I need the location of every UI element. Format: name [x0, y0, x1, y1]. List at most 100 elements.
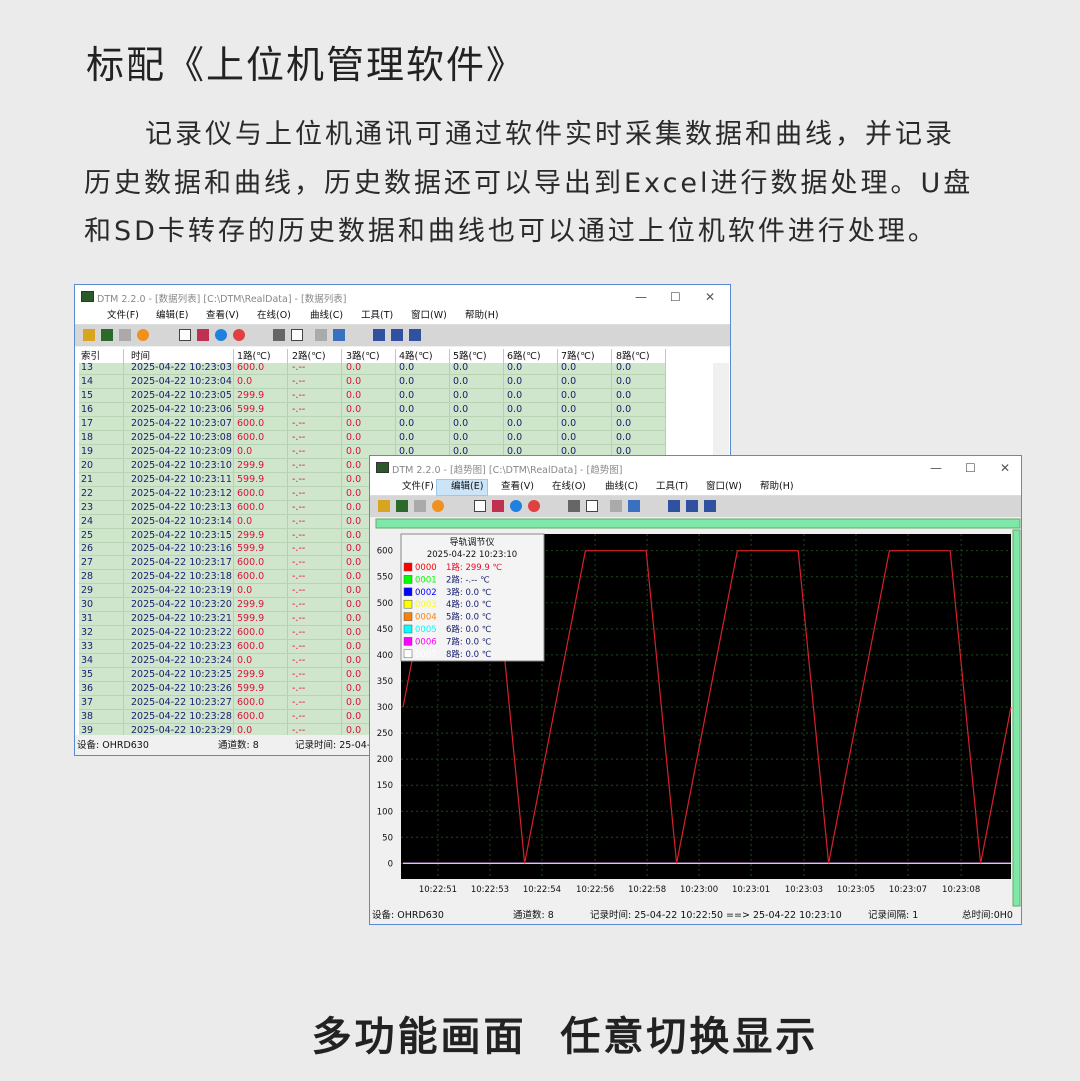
cell: 2025-04-22 10:23:29: [131, 724, 232, 736]
tool-icon[interactable]: [628, 500, 640, 512]
maximize[interactable]: ☐: [670, 290, 681, 304]
status-text: 设备: OHRD630: [372, 910, 444, 921]
legend-title: 导轨调节仪: [449, 536, 494, 548]
tool-icon[interactable]: [610, 500, 622, 512]
menu-item[interactable]: 窗口(W): [411, 310, 447, 321]
scroll-strip[interactable]: [1012, 529, 1021, 907]
menu-item[interactable]: 查看(V): [501, 481, 534, 492]
tool-icon[interactable]: [409, 329, 421, 341]
tool-icon[interactable]: [315, 329, 327, 341]
minimize[interactable]: —: [930, 461, 942, 475]
tool-icon[interactable]: [233, 329, 245, 341]
cell: 2025-04-22 10:23:19: [131, 585, 232, 597]
tool-icon[interactable]: [378, 500, 390, 512]
tool-icon[interactable]: [528, 500, 540, 512]
legend-label: 1路: 299.9 ℃: [446, 562, 503, 573]
tool-icon[interactable]: [291, 329, 303, 341]
x-tick-label: 10:23:03: [785, 885, 823, 895]
cell: 0.0: [346, 613, 362, 625]
menu-bar: 文件(F) 编辑(E) 查看(V) 在线(O) 曲线(C) 工具(T) 窗口(W) 帮助(H): [370, 479, 1021, 496]
tool-icon[interactable]: [391, 329, 403, 341]
toolbar: [75, 325, 730, 346]
tool-icon[interactable]: [101, 329, 113, 341]
cell: 31: [81, 613, 94, 625]
tool-icon[interactable]: [414, 500, 426, 512]
tool-icon[interactable]: [668, 500, 680, 512]
maximize[interactable]: ☐: [965, 461, 976, 475]
cell: -.--: [292, 459, 306, 471]
tool-icon[interactable]: [197, 329, 209, 341]
tool-icon[interactable]: [568, 500, 580, 512]
cell: 20: [81, 459, 94, 471]
cell: 2025-04-22 10:23:15: [131, 529, 232, 541]
menu-item[interactable]: 编辑(E): [451, 481, 484, 492]
menu-item[interactable]: 文件(F): [107, 310, 139, 321]
legend-label: 6路: 0.0 ℃: [446, 624, 492, 635]
cell: -.--: [292, 487, 306, 499]
cell: -.--: [292, 683, 306, 695]
menu-item[interactable]: 工具(T): [361, 310, 394, 321]
cell: 0.0: [616, 375, 632, 387]
scroll-strip[interactable]: [375, 518, 1021, 529]
tool-icon[interactable]: [83, 329, 95, 341]
tool-icon[interactable]: [586, 500, 598, 512]
menu-item[interactable]: 编辑(E): [156, 310, 189, 321]
close[interactable]: ✕: [705, 290, 716, 304]
cell: 2025-04-22 10:23:25: [131, 669, 232, 681]
cell: 0.0: [346, 585, 362, 597]
cell: 599.9: [237, 683, 265, 695]
tool-icon[interactable]: [373, 329, 385, 341]
menu-item[interactable]: 文件(F): [402, 481, 434, 492]
menu-item[interactable]: 帮助(H): [760, 481, 794, 492]
tool-icon[interactable]: [432, 500, 444, 512]
minimize[interactable]: —: [635, 290, 647, 304]
tool-icon[interactable]: [396, 500, 408, 512]
title-bar: DTM 2.2.0 - [趋势图] [C:\DTM\RealData] - [趋…: [370, 456, 1021, 479]
tool-icon[interactable]: [510, 500, 522, 512]
cell: 0.0: [399, 445, 415, 457]
column-header: 时间: [131, 351, 151, 362]
intro-line: 和SD卡转存的历史数据和曲线也可以通过上位机软件进行处理。: [84, 216, 938, 247]
cell: 299.9: [237, 459, 265, 471]
cell: 16: [81, 403, 94, 415]
menu-item[interactable]: 帮助(H): [465, 310, 499, 321]
tool-icon[interactable]: [686, 500, 698, 512]
menu-item[interactable]: 窗口(W): [706, 481, 742, 492]
x-tick-label: 10:22:56: [576, 885, 614, 895]
column-header: 8路(℃): [616, 351, 650, 362]
cell: 30: [81, 599, 94, 611]
cell: 299.9: [237, 669, 265, 681]
tool-icon[interactable]: [704, 500, 716, 512]
tool-icon[interactable]: [179, 329, 191, 341]
column-header: 4路(℃): [399, 351, 433, 362]
legend-swatch: [403, 575, 413, 584]
tool-icon[interactable]: [333, 329, 345, 341]
cell: 0.0: [346, 501, 362, 513]
tool-icon[interactable]: [215, 329, 227, 341]
status-text: 通道数: 8: [513, 910, 554, 921]
cell: 35: [81, 669, 94, 681]
tool-icon[interactable]: [119, 329, 131, 341]
legend-code: 0007: [415, 650, 437, 660]
tool-icon[interactable]: [137, 329, 149, 341]
cell: 2025-04-22 10:23:13: [131, 501, 232, 513]
column-header: 5路(℃): [453, 351, 487, 362]
menu-item[interactable]: 查看(V): [206, 310, 239, 321]
tool-icon[interactable]: [492, 500, 504, 512]
tool-icon[interactable]: [273, 329, 285, 341]
menu-item[interactable]: 在线(O): [257, 310, 291, 321]
cell: 2025-04-22 10:23:17: [131, 557, 232, 569]
cell: 0.0: [346, 403, 362, 415]
menu-item[interactable]: 工具(T): [656, 481, 689, 492]
y-tick-label: 600: [377, 547, 393, 557]
cell: 600.0: [237, 711, 265, 722]
cell: 0.0: [507, 375, 523, 387]
menu-item[interactable]: 曲线(C): [605, 481, 639, 492]
close[interactable]: ✕: [1000, 461, 1011, 475]
cell: 0.0: [561, 375, 577, 387]
menu-item[interactable]: 在线(O): [552, 481, 586, 492]
tool-icon[interactable]: [474, 500, 486, 512]
cell: 2025-04-22 10:23:06: [131, 403, 232, 415]
menu-item[interactable]: 曲线(C): [310, 310, 344, 321]
y-tick-label: 200: [377, 755, 393, 765]
